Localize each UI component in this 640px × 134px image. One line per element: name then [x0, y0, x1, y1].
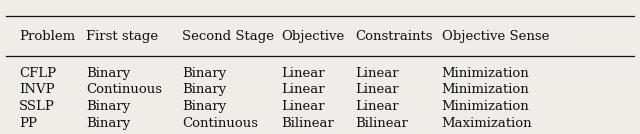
Text: Linear: Linear	[355, 100, 399, 113]
Text: Maximization: Maximization	[442, 117, 532, 130]
Text: Linear: Linear	[282, 83, 325, 96]
Text: Binary: Binary	[182, 100, 227, 113]
Text: SSLP: SSLP	[19, 100, 55, 113]
Text: Minimization: Minimization	[442, 83, 529, 96]
Text: Objective Sense: Objective Sense	[442, 30, 549, 43]
Text: Constraints: Constraints	[355, 30, 433, 43]
Text: Bilinear: Bilinear	[282, 117, 335, 130]
Text: First stage: First stage	[86, 30, 159, 43]
Text: Binary: Binary	[182, 66, 227, 80]
Text: Binary: Binary	[86, 117, 131, 130]
Text: Binary: Binary	[182, 83, 227, 96]
Text: Binary: Binary	[86, 100, 131, 113]
Text: Linear: Linear	[282, 100, 325, 113]
Text: INVP: INVP	[19, 83, 55, 96]
Text: Linear: Linear	[355, 83, 399, 96]
Text: Continuous: Continuous	[86, 83, 163, 96]
Text: Second Stage: Second Stage	[182, 30, 275, 43]
Text: Minimization: Minimization	[442, 66, 529, 80]
Text: Problem: Problem	[19, 30, 76, 43]
Text: Linear: Linear	[355, 66, 399, 80]
Text: Linear: Linear	[282, 66, 325, 80]
Text: Objective: Objective	[282, 30, 345, 43]
Text: PP: PP	[19, 117, 37, 130]
Text: Continuous: Continuous	[182, 117, 259, 130]
Text: Minimization: Minimization	[442, 100, 529, 113]
Text: Bilinear: Bilinear	[355, 117, 408, 130]
Text: CFLP: CFLP	[19, 66, 56, 80]
Text: Binary: Binary	[86, 66, 131, 80]
